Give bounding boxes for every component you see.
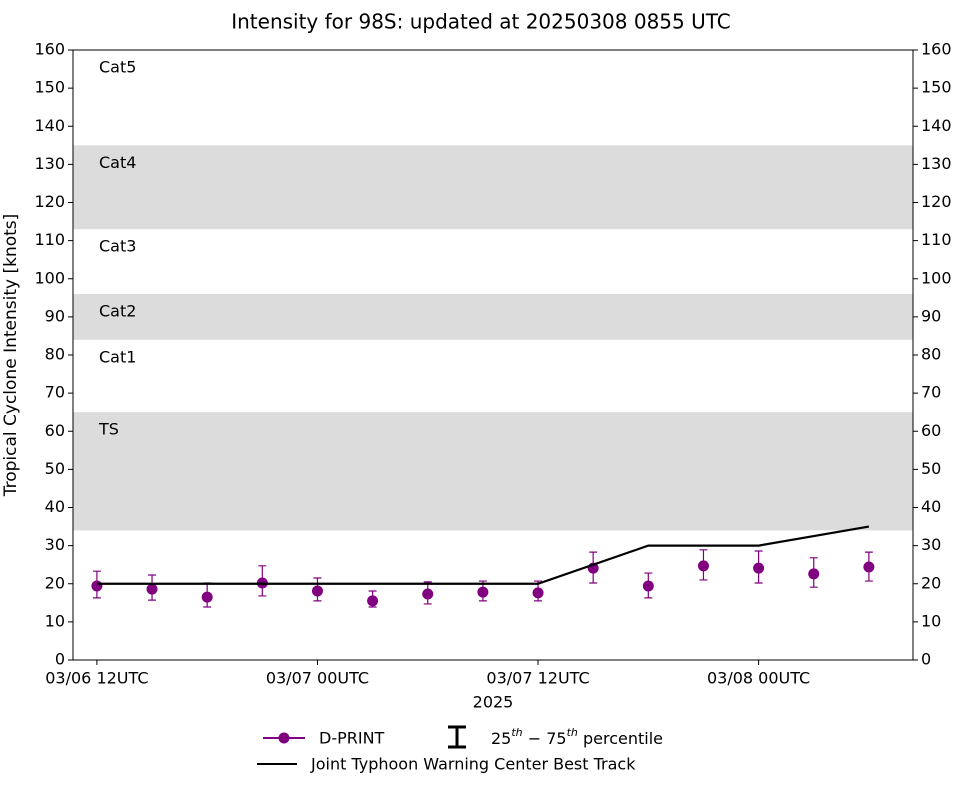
y2-tick-label: 160 xyxy=(921,40,952,59)
y-tick-label: 130 xyxy=(34,154,65,173)
legend-text-part: th xyxy=(511,726,522,739)
data-point xyxy=(422,588,434,600)
data-point xyxy=(532,587,544,599)
data-point xyxy=(753,562,765,574)
category-label: Cat5 xyxy=(99,58,136,77)
legend-text-part: − 75 xyxy=(523,729,567,748)
legend-label: 25th − 75th percentile xyxy=(491,726,663,748)
data-point xyxy=(201,591,213,603)
y2-tick-label: 40 xyxy=(921,497,941,516)
data-point xyxy=(477,586,489,598)
y-tick-label: 150 xyxy=(34,78,65,97)
legend-text-part: th xyxy=(567,726,578,739)
legend-errorbar-icon xyxy=(448,725,466,749)
category-label: Cat4 xyxy=(99,153,136,172)
category-band xyxy=(73,145,913,230)
y2-tick-label: 140 xyxy=(921,116,952,135)
y2-tick-label: 90 xyxy=(921,306,941,325)
y-tick-label: 20 xyxy=(45,573,65,592)
y2-tick-label: 20 xyxy=(921,573,941,592)
legend-label: Joint Typhoon Warning Center Best Track xyxy=(310,755,636,774)
legend-text-part: 25 xyxy=(491,729,511,748)
y-tick-label: 160 xyxy=(34,40,65,59)
legend-text-part: percentile xyxy=(578,729,663,748)
data-point xyxy=(311,585,323,597)
series-line xyxy=(96,525,870,585)
y-tick-label: 50 xyxy=(45,459,65,478)
y2-tick-label: 30 xyxy=(921,535,941,554)
category-band xyxy=(73,294,913,340)
y-tick-label: 10 xyxy=(45,611,65,630)
category-label: Cat1 xyxy=(99,347,136,366)
category-label: Cat3 xyxy=(99,237,136,256)
legend-marker xyxy=(278,732,290,744)
y-tick-label: 40 xyxy=(45,497,65,516)
data-point xyxy=(146,583,158,595)
y-tick-label: 110 xyxy=(34,230,65,249)
y2-tick-label: 80 xyxy=(921,345,941,364)
y-tick-label: 100 xyxy=(34,268,65,287)
x-axis-label: 2025 xyxy=(473,693,514,712)
y-tick-label: 60 xyxy=(45,421,65,440)
x-tick-label: 03/08 00UTC xyxy=(707,669,810,688)
data-point xyxy=(697,560,709,572)
y2-tick-label: 120 xyxy=(921,192,952,211)
y2-tick-label: 0 xyxy=(921,650,931,669)
y2-tick-label: 130 xyxy=(921,154,952,173)
data-point xyxy=(642,580,654,592)
x-tick-label: 03/06 12UTC xyxy=(45,669,148,688)
x-tick-label: 03/07 00UTC xyxy=(266,669,369,688)
y2-tick-label: 70 xyxy=(921,383,941,402)
data-point xyxy=(367,595,379,607)
y-tick-label: 30 xyxy=(45,535,65,554)
y2-tick-label: 60 xyxy=(921,421,941,440)
y2-tick-label: 50 xyxy=(921,459,941,478)
data-point xyxy=(91,580,103,592)
plot-frame xyxy=(72,49,914,661)
x-tick-label: 03/07 12UTC xyxy=(486,669,589,688)
y-tick-label: 70 xyxy=(45,383,65,402)
category-label: Cat2 xyxy=(99,302,136,321)
y-tick-label: 140 xyxy=(34,116,65,135)
y-tick-label: 120 xyxy=(34,192,65,211)
y-tick-label: 80 xyxy=(45,345,65,364)
y-axis-label: Tropical Cyclone Intensity [knots] xyxy=(1,214,21,498)
y2-tick-label: 100 xyxy=(921,268,952,287)
y2-tick-label: 110 xyxy=(921,230,952,249)
y-tick-label: 0 xyxy=(55,650,65,669)
category-label: TS xyxy=(98,420,119,439)
y2-tick-label: 10 xyxy=(921,611,941,630)
y-tick-label: 90 xyxy=(45,306,65,325)
legend-label: D-PRINT xyxy=(319,729,385,748)
y2-tick-label: 150 xyxy=(921,78,952,97)
chart-title: Intensity for 98S: updated at 20250308 0… xyxy=(231,10,731,34)
data-point xyxy=(863,561,875,573)
category-band xyxy=(73,412,913,531)
data-point xyxy=(808,568,820,580)
